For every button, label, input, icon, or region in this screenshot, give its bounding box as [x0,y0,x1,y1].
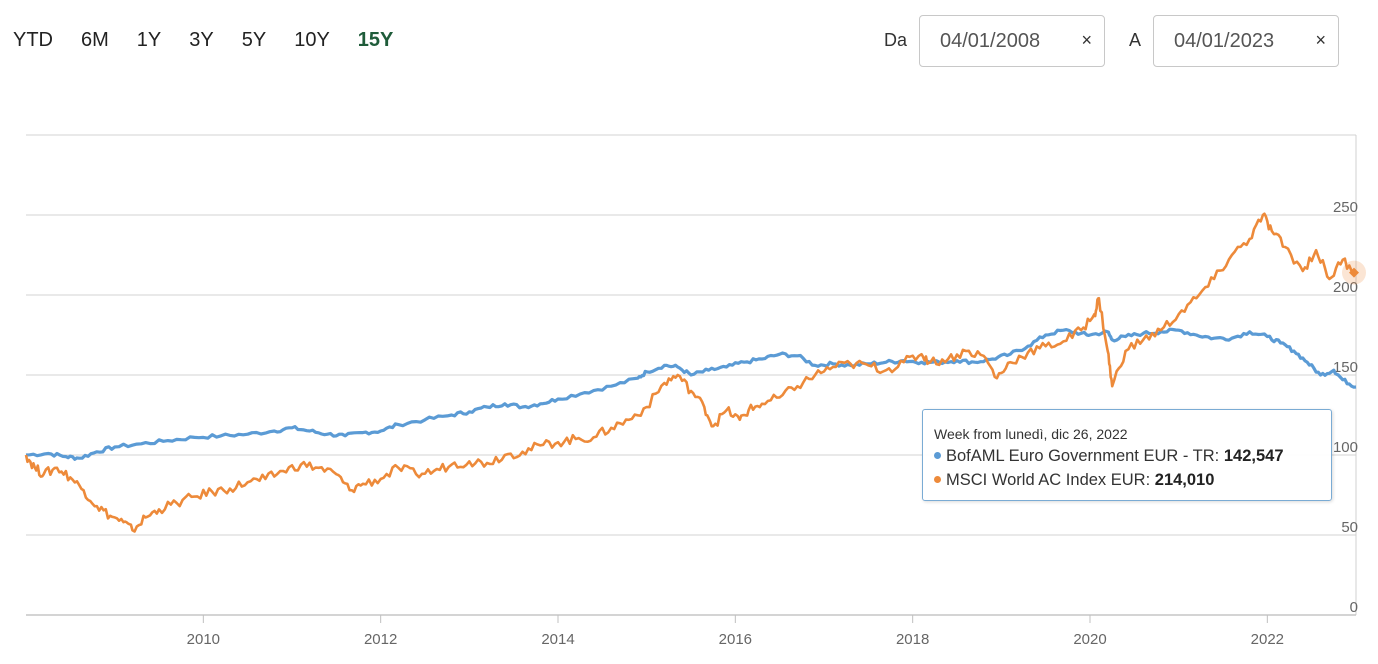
series-line-bofaml[interactable] [25,327,1357,461]
y-tick-label-100: 100 [1333,439,1358,456]
x-tick-label-2012: 2012 [364,631,397,648]
to-date-value[interactable]: 04/01/2023 [1174,30,1275,52]
x-tick-label-2018: 2018 [896,631,929,648]
chart-series [24,212,1357,533]
from-date-clear-icon[interactable]: × [1081,30,1092,50]
hover-point [1349,267,1359,278]
x-tick-label-2014: 2014 [541,631,574,648]
range-button-15y[interactable]: 15Y [357,28,394,51]
x-tick-label-2010: 2010 [187,631,220,648]
y-tick-label-150: 150 [1333,359,1358,376]
y-tick-label-50: 50 [1341,519,1358,536]
x-axis: 2010 2012 2014 2016 2018 2020 2022 [187,615,1284,648]
tooltip-row-msci: MSCI World AC Index EUR: 214,010 [934,471,1214,490]
x-tick-label-2022: 2022 [1251,631,1284,648]
range-button-6m[interactable]: 6M [81,28,109,51]
chart-tooltip: Week from lunedì, dic 26, 2022 BofAML Eu… [922,409,1332,501]
range-button-ytd[interactable]: YTD [13,28,53,51]
msci-series-dot-icon [934,476,941,484]
tooltip-series-name: BofAML Euro Government EUR - TR: [946,447,1220,465]
range-button-3y[interactable]: 3Y [189,28,214,51]
from-date-label: Da [884,30,908,50]
from-date-field[interactable]: 04/01/2008 × [919,15,1105,67]
to-date-label: A [1129,30,1142,50]
hover-marker [1342,260,1366,285]
x-tick-label-2016: 2016 [719,631,752,648]
series-line-msci[interactable] [24,212,1357,533]
x-tick-label-2020: 2020 [1073,631,1106,648]
y-tick-label-0: 0 [1350,599,1358,616]
tooltip-row-bofaml: BofAML Euro Government EUR - TR: 142,547 [934,447,1284,466]
bofaml-series-dot-icon [934,452,941,460]
to-date-field[interactable]: 04/01/2023 × [1153,15,1339,67]
range-button-10y[interactable]: 10Y [294,28,330,51]
to-date-clear-icon[interactable]: × [1315,30,1326,50]
y-tick-label-250: 250 [1333,199,1358,216]
tooltip-series-value: 142,547 [1223,447,1284,465]
tooltip-header: Week from lunedì, dic 26, 2022 [934,426,1128,442]
tooltip-series-name: MSCI World AC Index EUR: [946,471,1151,489]
y-axis: 0 50 100 150 200 250 [1333,199,1358,616]
range-button-1y[interactable]: 1Y [136,28,162,51]
y-tick-label-200: 200 [1333,279,1358,296]
from-date-value[interactable]: 04/01/2008 [940,30,1041,52]
range-button-5y[interactable]: 5Y [241,28,267,51]
range-selector: YTD 6M 1Y 3Y 5Y 10Y 15Y [0,26,407,54]
tooltip-series-value: 214,010 [1154,471,1215,489]
